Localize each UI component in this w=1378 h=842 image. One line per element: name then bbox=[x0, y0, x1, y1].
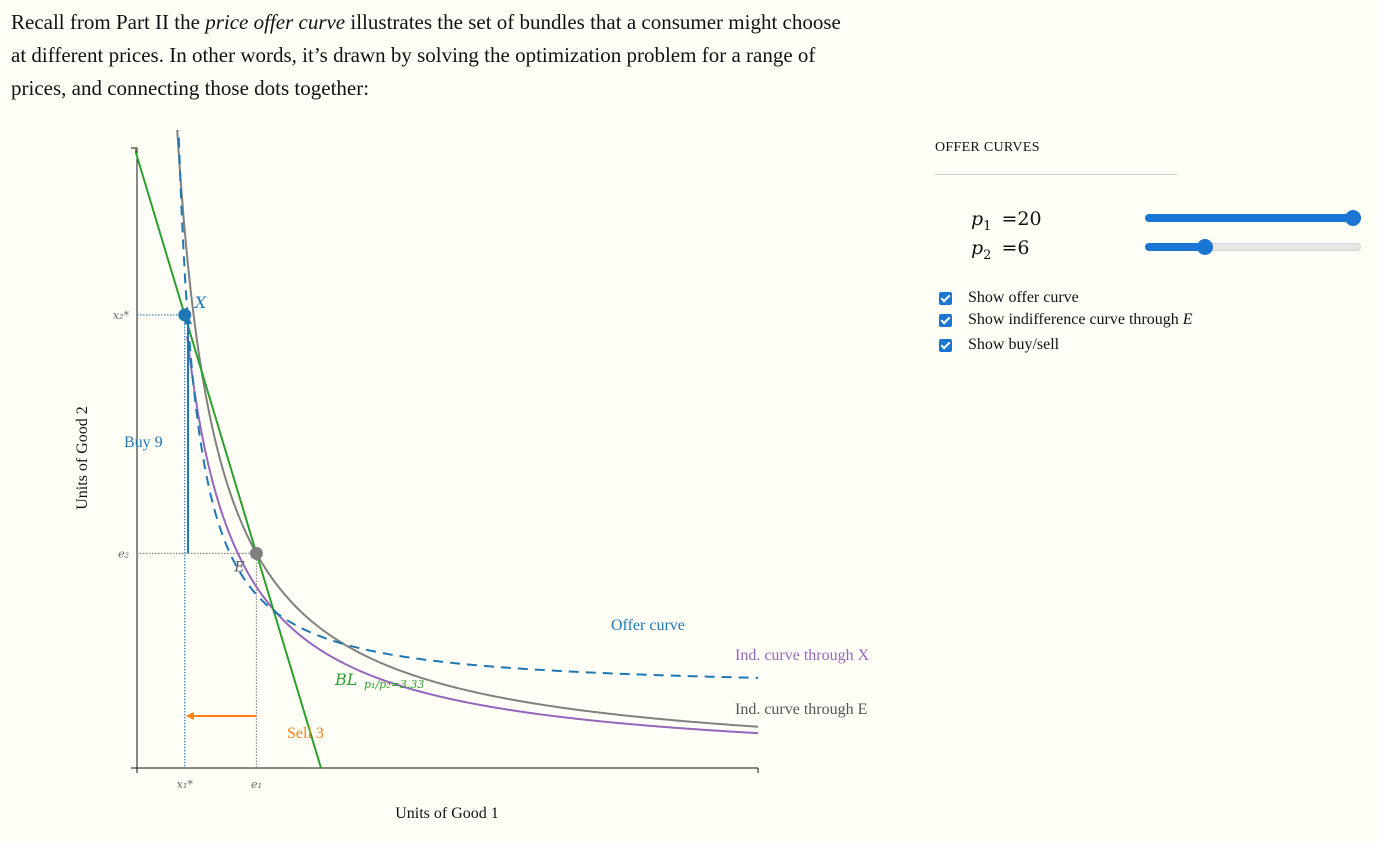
p1-symbol: p bbox=[971, 208, 984, 230]
indifference-curve-toggle[interactable]: Show indifference curve through E bbox=[939, 311, 1193, 329]
buy-label: Buy 9 bbox=[124, 434, 163, 451]
p2-slider-fill bbox=[1145, 243, 1206, 251]
indifference-curve-checkbox[interactable] bbox=[939, 313, 952, 327]
y-tick-label-0: x₂* bbox=[113, 309, 130, 322]
budget-line bbox=[135, 146, 322, 769]
offer-curve-chart: Units of Good 1 Units of Good 2 x₁* e₁ x₂* e₂… bbox=[74, 130, 870, 822]
offer-curve-toggle-label: Show offer curve bbox=[968, 289, 1079, 306]
panel-title: OFFER CURVES bbox=[935, 140, 1040, 155]
p2-symbol: p bbox=[971, 237, 984, 259]
indifference-curve-toggle-label: Show indifference curve through bbox=[968, 311, 1179, 328]
ind-curve-e-label: Ind. curve through E bbox=[735, 701, 867, 718]
buy-sell-toggle-label: Show buy/sell bbox=[968, 336, 1060, 353]
p1-slider-fill bbox=[1145, 214, 1361, 222]
buy-sell-toggle[interactable]: Show buy/sell bbox=[939, 336, 1059, 354]
y-tick-label-1: e₂ bbox=[118, 547, 129, 560]
point-e bbox=[249, 546, 263, 560]
point-x bbox=[178, 308, 192, 322]
p2-value: 6 bbox=[1017, 237, 1030, 259]
panel-divider bbox=[935, 174, 1177, 175]
sell-arrow-head bbox=[185, 712, 194, 720]
p1-readout: p1 =20 bbox=[971, 208, 1042, 234]
buy-sell-checkbox[interactable] bbox=[939, 338, 952, 352]
intro-text-2: illustrates the set of bundles that a co… bbox=[11, 10, 841, 100]
budget-line-label: BL bbox=[334, 670, 357, 689]
sell-label: Sell 3 bbox=[287, 725, 324, 742]
p2-readout: p2 =6 bbox=[971, 237, 1030, 263]
intro-emphasis: price offer curve bbox=[205, 10, 346, 34]
indifference-curve-e bbox=[176, 130, 759, 728]
indifference-curve-x bbox=[186, 336, 759, 735]
y-axis-title: Units of Good 2 bbox=[74, 406, 91, 510]
point-x-label: X bbox=[193, 293, 207, 312]
point-e-label: E bbox=[233, 559, 244, 575]
ind-curve-x-label: Ind. curve through X bbox=[735, 647, 870, 664]
indifference-curve-toggle-math: E bbox=[1182, 311, 1193, 328]
x-tick-label-0: x₁* bbox=[177, 778, 194, 791]
offer-curve-label: Offer curve bbox=[611, 617, 685, 634]
x-axis-title: Units of Good 1 bbox=[395, 805, 499, 822]
p1-slider-thumb[interactable] bbox=[1345, 210, 1361, 226]
intro-paragraph: Recall from Part II the price offer curv… bbox=[11, 6, 851, 105]
offer-curve bbox=[177, 130, 759, 679]
offer-curve-checkbox[interactable] bbox=[939, 291, 952, 305]
budget-line-sub-label: p₁/p₂=3.33 bbox=[364, 678, 424, 691]
x-tick-label-1: e₁ bbox=[251, 778, 262, 791]
intro-text-1: Recall from Part II the bbox=[11, 10, 206, 34]
p1-value: 20 bbox=[1017, 208, 1042, 230]
p2-slider[interactable] bbox=[1145, 239, 1361, 255]
p1-subscript: 1 bbox=[983, 218, 992, 234]
offer-curve-toggle[interactable]: Show offer curve bbox=[939, 289, 1079, 307]
p1-slider[interactable] bbox=[1145, 210, 1361, 226]
p2-slider-thumb[interactable] bbox=[1197, 239, 1214, 255]
controls-panel: OFFER CURVES p1 =20 p2 =6 Show offer curve… bbox=[935, 140, 1375, 353]
p2-subscript: 2 bbox=[983, 247, 992, 263]
